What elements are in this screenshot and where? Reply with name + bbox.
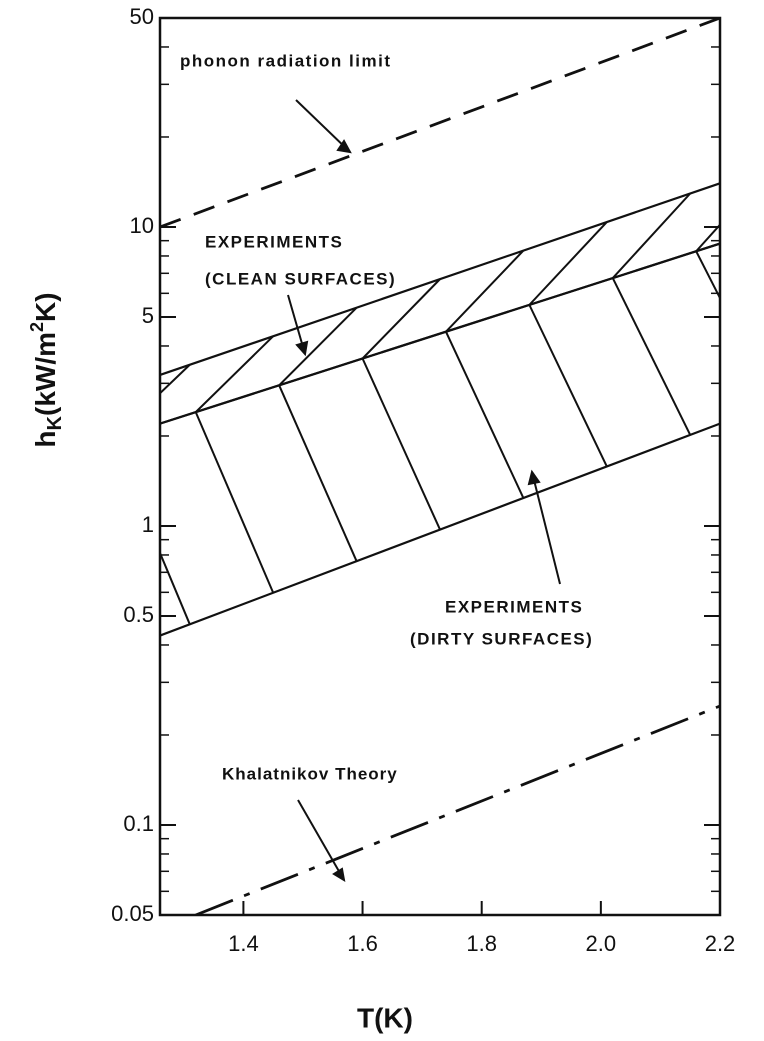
y-tick-label: 0.1 — [123, 811, 154, 836]
hatch — [445, 331, 525, 499]
y-tick-label: 0.5 — [123, 602, 154, 627]
x-axis-label: T(K) — [357, 1002, 413, 1033]
hatch — [29, 466, 106, 656]
band-edge — [160, 422, 720, 637]
x-tick-label: 2.0 — [586, 931, 617, 956]
hatch — [612, 192, 691, 279]
hatch — [278, 384, 358, 562]
arrow — [531, 471, 561, 585]
y-label-part: h — [30, 430, 61, 447]
x-tick-label: 2.2 — [705, 931, 736, 956]
hatch — [195, 335, 274, 413]
series-line — [160, 18, 720, 229]
annotation: (CLEAN SURFACES) — [205, 269, 396, 288]
hatch — [361, 278, 441, 360]
y-tick-label: 50 — [130, 4, 154, 29]
hatch — [528, 304, 608, 467]
hatch — [160, 550, 191, 625]
y-label-part: (kW/m — [30, 332, 61, 416]
x-tick-label: 1.6 — [347, 931, 378, 956]
band-edge — [160, 242, 720, 425]
y-axis-label: hK(kW/m2K) — [27, 292, 67, 447]
plot-frame — [158, 16, 722, 917]
y-tick-label: 0.05 — [111, 901, 154, 926]
y-label-part: K) — [30, 292, 61, 322]
y-tick-label: 1 — [142, 512, 154, 537]
annotation: EXPERIMENTS — [205, 232, 343, 251]
x-tick-label: 1.4 — [228, 931, 259, 956]
arrows — [287, 99, 561, 882]
y-label-part: K — [44, 415, 66, 430]
hatch — [528, 221, 608, 306]
annotation: phonon radiation limit — [180, 51, 391, 70]
arrow-head — [336, 139, 352, 154]
hatch — [611, 277, 692, 436]
hatch — [194, 411, 275, 594]
hatch — [278, 306, 358, 387]
arrow — [295, 99, 351, 153]
annotation: (DIRTY SURFACES) — [410, 629, 593, 648]
arrow — [297, 799, 345, 881]
hatch — [361, 358, 441, 531]
hatch — [160, 364, 191, 395]
plot-content — [29, 18, 720, 915]
arrow-head — [295, 340, 309, 357]
y-tick-label: 5 — [142, 303, 154, 328]
x-tick-label: 1.8 — [466, 931, 497, 956]
annotation: EXPERIMENTS — [445, 597, 583, 616]
arrow-head — [332, 867, 346, 882]
annotation: Khalatnikov Theory — [222, 764, 398, 783]
y-tick-label: 10 — [130, 213, 154, 238]
hatch — [695, 223, 720, 252]
hatch — [445, 249, 525, 333]
series-line — [195, 704, 720, 915]
hatch — [695, 250, 720, 301]
y-label-part: 2 — [27, 322, 47, 332]
arrow-head — [527, 469, 541, 486]
